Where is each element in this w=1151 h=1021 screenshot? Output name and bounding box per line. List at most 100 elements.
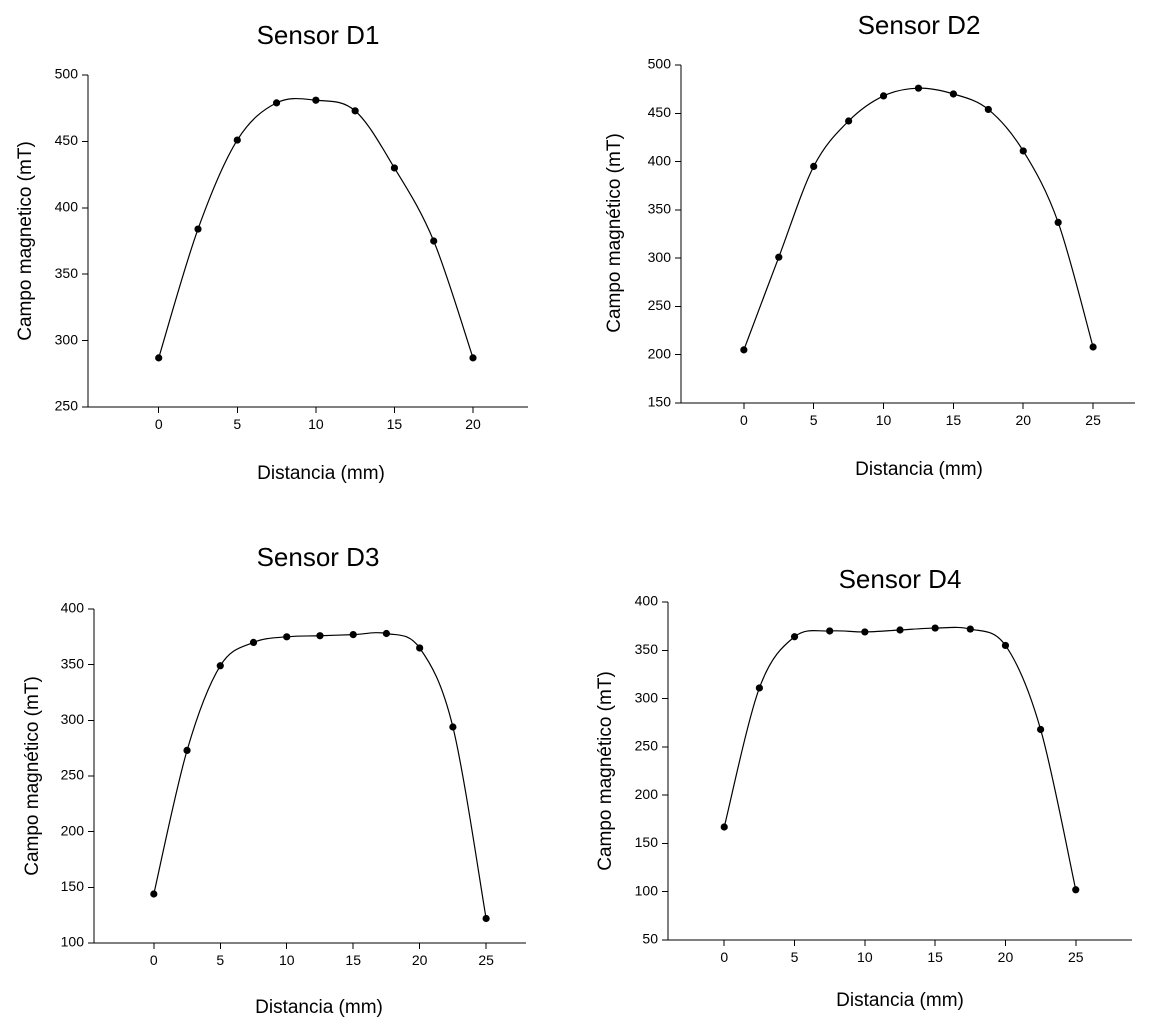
data-point	[810, 162, 818, 170]
chart-title: Sensor D4	[839, 564, 962, 594]
y-tick-label: 350	[55, 265, 79, 281]
y-tick-label: 150	[648, 394, 672, 410]
data-point	[150, 890, 158, 898]
x-tick-label: 0	[720, 949, 728, 965]
chart-title: Sensor D3	[257, 542, 380, 572]
y-tick-label: 250	[55, 398, 79, 414]
data-point	[1089, 343, 1097, 351]
data-point	[430, 237, 438, 245]
data-point	[1001, 641, 1010, 650]
x-axis-label: Distancia (mm)	[855, 459, 983, 480]
data-point	[790, 633, 799, 641]
data-point	[931, 624, 939, 632]
x-tick-label: 5	[810, 412, 818, 428]
x-axis-label: Distancia (mm)	[257, 463, 385, 484]
x-axis-label: Distancia (mm)	[255, 997, 383, 1018]
y-tick-label: 350	[648, 201, 672, 217]
x-tick-label: 5	[233, 416, 241, 432]
data-point	[272, 99, 281, 107]
data-point	[966, 625, 974, 633]
y-tick-label: 450	[648, 104, 672, 120]
data-point	[469, 354, 477, 362]
data-point	[755, 684, 763, 692]
chart-title: Sensor D2	[858, 10, 981, 40]
data-point	[482, 914, 490, 923]
y-tick-label: 450	[55, 132, 79, 148]
data-point	[349, 631, 357, 639]
data-point	[949, 90, 958, 98]
x-tick-label: 20	[412, 952, 428, 968]
series-line	[743, 87, 1094, 351]
y-tick-label: 400	[55, 199, 79, 215]
y-axis-label: Campo magnetico (mT)	[15, 141, 36, 341]
data-point	[826, 627, 834, 635]
x-tick-label: 15	[927, 949, 943, 965]
x-tick-label: 15	[946, 412, 962, 428]
y-tick-label: 250	[635, 738, 659, 754]
x-tick-label: 25	[1068, 949, 1084, 965]
y-tick-label: 300	[61, 711, 85, 727]
x-tick-label: 5	[791, 949, 799, 965]
y-tick-label: 250	[61, 767, 85, 783]
y-axis-label: Campo magnético (mT)	[22, 676, 43, 876]
data-point	[216, 662, 224, 670]
x-tick-label: 10	[876, 412, 892, 428]
data-point	[233, 136, 241, 144]
x-tick-label: 20	[465, 416, 481, 432]
data-point	[914, 84, 923, 92]
y-tick-label: 300	[55, 331, 79, 347]
y-axis-label: Campo magnético (mT)	[595, 671, 616, 871]
y-tick-label: 150	[61, 878, 85, 894]
data-point	[1054, 218, 1062, 227]
y-tick-label: 500	[648, 56, 672, 72]
data-point	[1019, 147, 1027, 155]
data-point	[351, 107, 359, 115]
data-point	[1072, 886, 1080, 894]
y-tick-label: 400	[635, 593, 659, 609]
data-point	[984, 105, 992, 114]
data-point	[845, 117, 853, 125]
x-tick-label: 20	[1015, 412, 1031, 428]
data-point	[861, 628, 869, 636]
x-tick-label: 0	[740, 412, 748, 428]
data-point	[183, 746, 191, 754]
y-tick-label: 250	[648, 297, 672, 313]
chart-panel-4: Sensor D4 50 100 150 200 250 300 350 400 0 5 10 15 20…	[595, 564, 1132, 1011]
data-point	[896, 626, 904, 634]
x-tick-label: 10	[857, 949, 873, 965]
x-tick-label: 10	[308, 416, 324, 432]
chart-title: Sensor D1	[257, 20, 380, 50]
chart-panel-3: Sensor D3 100 150 200 250 300 350 400 0 5 10 15 20 25…	[22, 542, 526, 1018]
x-tick-label: 25	[1085, 412, 1101, 428]
series-line	[158, 97, 474, 359]
data-point	[316, 632, 324, 640]
x-axis-label: Distancia (mm)	[836, 990, 964, 1011]
data-point	[194, 225, 202, 233]
data-point	[382, 629, 391, 638]
y-tick-label: 400	[648, 152, 672, 168]
y-tick-label: 350	[635, 641, 659, 657]
y-tick-label: 200	[648, 345, 672, 361]
data-point	[879, 92, 888, 100]
x-tick-label: 5	[216, 952, 224, 968]
chart-panel-2: Sensor D2 150 200 250 300 350 400 450 500 0 5 10 15 2…	[604, 10, 1135, 480]
data-point	[390, 164, 399, 172]
data-point	[740, 346, 748, 354]
series-line	[723, 626, 1077, 890]
x-tick-label: 0	[155, 416, 163, 432]
data-point	[249, 638, 258, 647]
y-tick-label: 50	[642, 931, 658, 947]
data-point	[720, 823, 728, 831]
data-point	[283, 633, 291, 641]
x-tick-label: 25	[478, 952, 494, 968]
chart-panel-1: Sensor D1 250 300 350 400 450 500 0 5 10 15 20 Dista…	[15, 20, 528, 484]
x-tick-label: 15	[387, 416, 403, 432]
data-point	[416, 644, 424, 652]
y-tick-label: 100	[635, 882, 659, 898]
x-tick-label: 20	[998, 949, 1014, 965]
y-tick-label: 200	[61, 822, 85, 838]
data-point	[775, 253, 783, 261]
y-tick-label: 500	[55, 66, 79, 82]
y-axis-label: Campo magnético (mT)	[604, 133, 625, 333]
